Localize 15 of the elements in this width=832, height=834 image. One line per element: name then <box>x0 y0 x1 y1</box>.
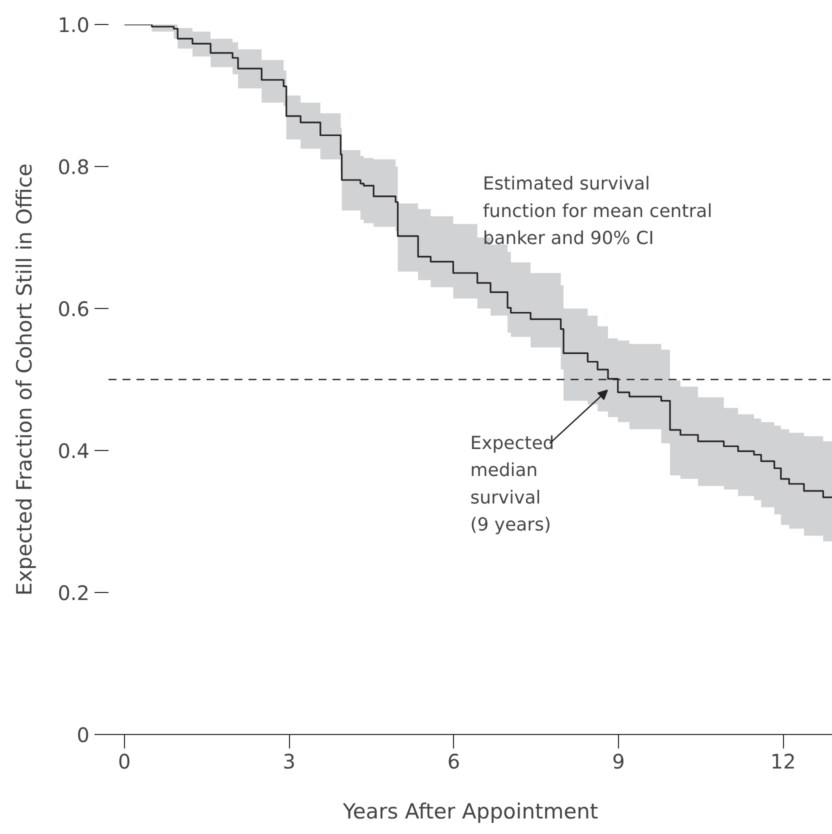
annotation: Estimated survival function for mean central banker and 90% CI <box>482 174 712 250</box>
y-tick-label: 0.6 <box>58 297 90 321</box>
annotation: Expected median survival (9 years) <box>470 432 554 536</box>
y-axis-title: Expected Fraction of Cohort Still in Office <box>12 163 37 596</box>
x-tick-label: 0 <box>118 750 131 774</box>
x-tick-label: 6 <box>447 750 460 774</box>
x-tick-label: 12 <box>770 750 796 774</box>
x-tick-label: 3 <box>282 750 296 774</box>
x-axis-title: Years After Appointment <box>342 800 598 824</box>
y-tick-label: 0 <box>76 723 90 747</box>
x-tick-label: 9 <box>612 750 625 774</box>
y-tick-label: 1.0 <box>58 13 90 37</box>
y-tick-label: 0.8 <box>58 155 90 179</box>
y-tick-label: 0.2 <box>58 581 90 605</box>
y-tick-label: 0.4 <box>58 439 90 463</box>
